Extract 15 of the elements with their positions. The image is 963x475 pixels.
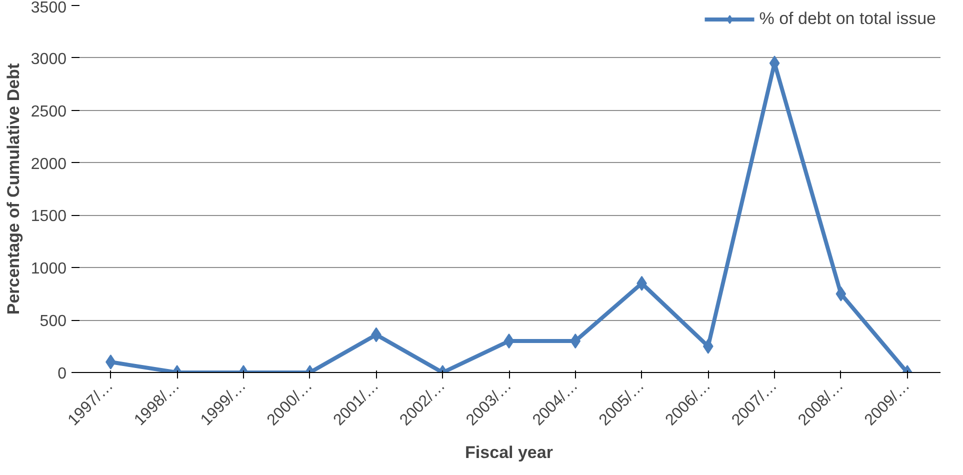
y-tick-label: 0 [58, 366, 67, 382]
y-tick-label: 2000 [30, 156, 67, 173]
point [504, 334, 514, 349]
y-tick-label: 1000 [30, 260, 67, 278]
point [836, 286, 846, 302]
y-tick-label: 3500 [30, 0, 67, 16]
y-tick-label: 1500 [30, 208, 67, 226]
point [570, 334, 581, 349]
y-tick-label: 3000 [30, 50, 67, 68]
y-tick-label: 2500 [30, 103, 67, 120]
y-tick-label: 500 [40, 313, 67, 330]
x-axis-title: Fiscal year [465, 443, 554, 462]
point [702, 338, 714, 354]
y-axis-title: Percentage of Cumulative Debt [4, 63, 23, 315]
legend-label: % of debt on total issue [759, 9, 936, 29]
